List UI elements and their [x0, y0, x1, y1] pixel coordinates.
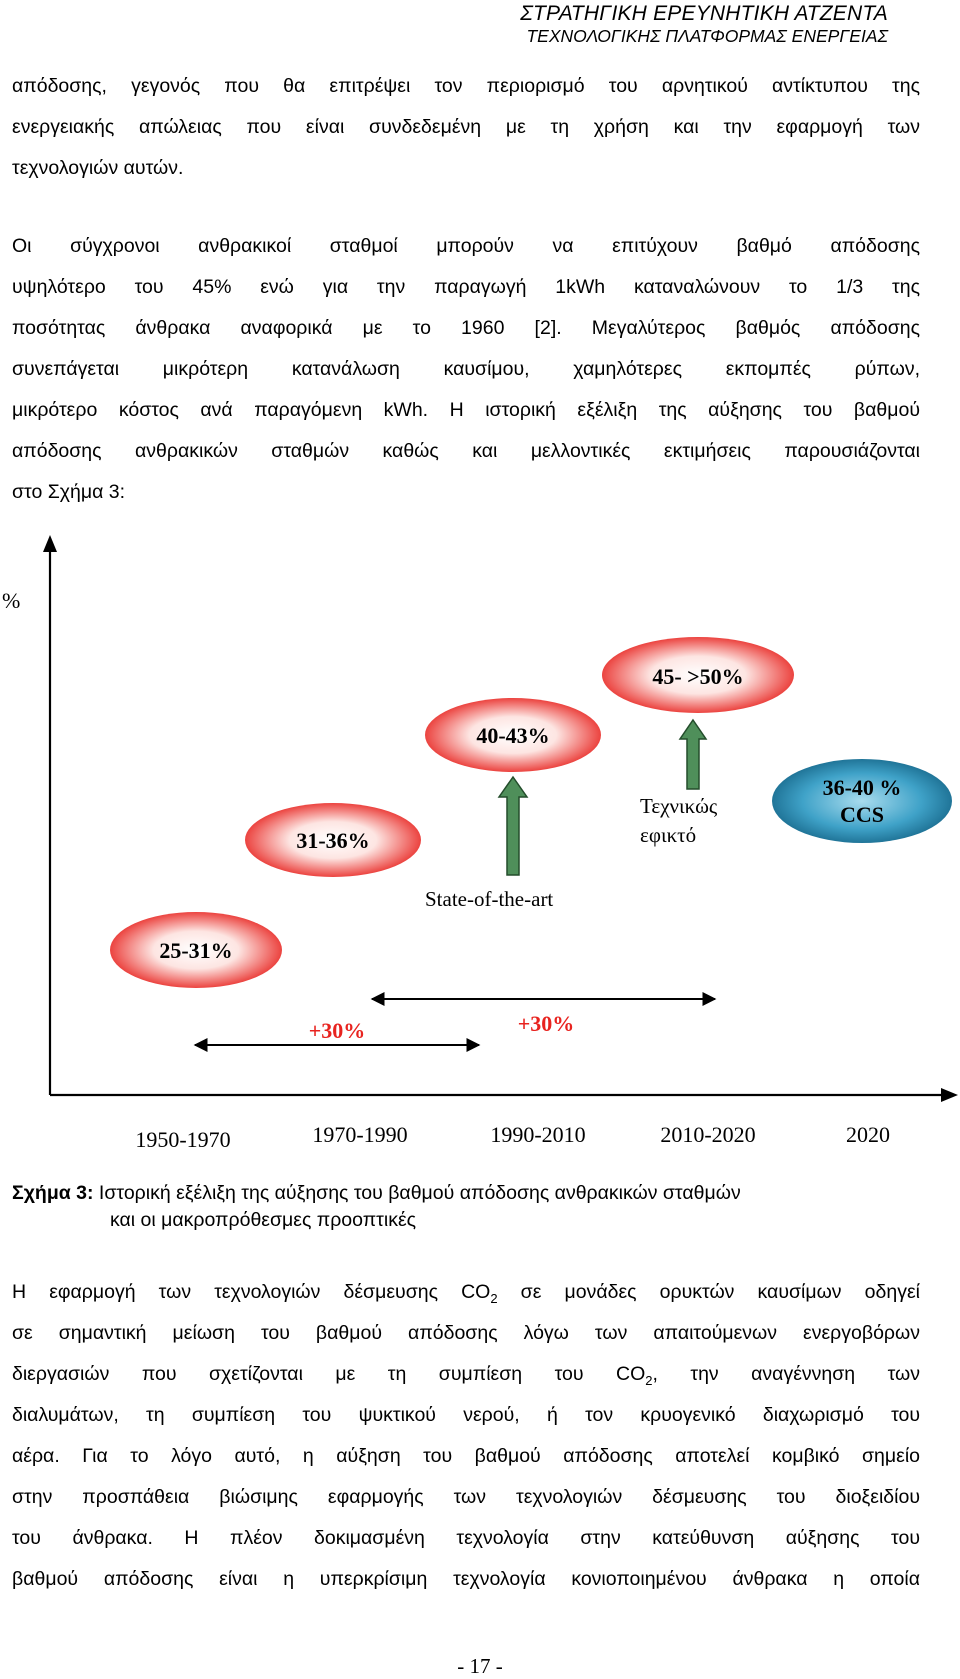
text-fragment: , την αναγέννηση των	[652, 1363, 920, 1385]
bubble-label: 40-43%	[476, 723, 549, 748]
period-label: 1950-1970	[135, 1127, 230, 1152]
text-line: Οι σύγχρονοι ανθρακικοί σταθμοί μπορούν …	[12, 235, 920, 257]
text-line: Η εφαρμογή των τεχνολογιών δέσμευσης CO2…	[12, 1272, 920, 1313]
text-line: διεργασιών που σχετίζονται με τη συμπίεσ…	[12, 1354, 920, 1395]
paragraph-3: Η εφαρμογή των τεχνολογιών δέσμευσης CO2…	[12, 1272, 920, 1600]
period-label: 2010-2020	[660, 1122, 755, 1147]
period-label: 2020	[846, 1122, 890, 1147]
bubble-label: CCS	[840, 802, 884, 827]
text-line: υψηλότερο του 45% ενώ για την παραγωγή 1…	[12, 276, 920, 298]
page-number: - 17 -	[457, 1654, 503, 1678]
text-line: τεχνολογιών αυτών.	[12, 157, 184, 179]
text-fragment: στην προσπάθεια βιώσιμης εφαρμογής των τ…	[12, 1486, 920, 1508]
state-of-the-art-label: State-of-the-art	[425, 887, 553, 911]
efficiency-diagram: % 25-31% 31-36% 40-43% 45- >50% 36-40 % …	[2, 535, 958, 1152]
up-arrow-icon	[678, 718, 708, 790]
text-line: απόδοσης, γεγονός που θα επιτρέψει τον π…	[12, 75, 920, 97]
text-line: στην προσπάθεια βιώσιμης εφαρμογής των τ…	[12, 1477, 920, 1518]
text-fragment: του άνθρακα. Η πλέον δοκιμασμένη τεχνολο…	[12, 1527, 920, 1549]
y-axis-label: %	[2, 588, 20, 613]
text-line: σε σημαντική μείωση του βαθμού απόδοσης …	[12, 1313, 920, 1354]
text-fragment: σε μονάδες ορυκτών καυσίμων οδηγεί	[497, 1281, 920, 1303]
paragraph-2: Οι σύγχρονοι ανθρακικοί σταθμοί μπορούν …	[12, 226, 920, 513]
text-fragment: βαθμού απόδοσης είναι η υπερκρίσιμη τεχν…	[12, 1568, 920, 1590]
period-label: 1970-1990	[312, 1122, 407, 1147]
subscript: 2	[645, 1372, 653, 1388]
gain-label: +30%	[309, 1018, 366, 1043]
bubble-label: 31-36%	[296, 828, 369, 853]
bubble-25-31: 25-31%	[110, 912, 282, 988]
text-line: απόδοσης ανθρακικών σταθμών καθώς και με…	[12, 440, 920, 462]
text-fragment: διαλυμάτων, τη συμπίεση του ψυκτικού νερ…	[12, 1404, 920, 1426]
text-line: διαλυμάτων, τη συμπίεση του ψυκτικού νερ…	[12, 1395, 920, 1436]
header-title: ΣΤΡΑΤΗΓΙΚΗ ΕΡΕΥΝΗΤΙΚΗ ΑΤΖΕΝΤΑ	[520, 2, 888, 25]
header-subtitle: ΤΕΧΝΟΛΟΓΙΚΗΣ ΠΛΑΤΦΟΡΜΑΣ ΕΝΕΡΓΕΙΑΣ	[526, 26, 888, 46]
text-fragment: αέρα. Για το λόγο αυτό, η αύξηση του βαθ…	[12, 1445, 920, 1467]
bubble-45-50: 45- >50%	[602, 637, 794, 713]
up-arrow-icon	[497, 775, 529, 876]
bubble-ccs: 36-40 % CCS	[772, 759, 952, 843]
text-line: συνεπάγεται μικρότερη κατανάλωση καυσίμο…	[12, 358, 920, 380]
text-line: βαθμού απόδοσης είναι η υπερκρίσιμη τεχν…	[12, 1559, 920, 1600]
feasible-label: εφικτό	[640, 823, 696, 847]
caption-text: Ιστορική εξέλιξη της αύξησης του βαθμού …	[93, 1182, 741, 1204]
text-line: ποσότητας άνθρακα αναφορικά με το 1960 […	[12, 317, 920, 339]
gain-label: +30%	[518, 1011, 575, 1036]
text-line: ενεργειακής απώλειας που είναι συνδεδεμέ…	[12, 116, 920, 138]
text-fragment: διεργασιών που σχετίζονται με τη συμπίεσ…	[12, 1363, 646, 1385]
bubble-label: 45- >50%	[652, 664, 743, 689]
bubble-label: 25-31%	[159, 938, 232, 963]
x-axis-arrow-icon	[941, 1088, 958, 1102]
feasible-label: Τεχνικώς	[640, 794, 718, 818]
text-line: αέρα. Για το λόγο αυτό, η αύξηση του βαθ…	[12, 1436, 920, 1477]
text-line: του άνθρακα. Η πλέον δοκιμασμένη τεχνολο…	[12, 1518, 920, 1559]
bubble-31-36: 31-36%	[245, 803, 421, 877]
paragraph-1: απόδοσης, γεγονός που θα επιτρέψει τον π…	[12, 66, 920, 189]
text-fragment: Η εφαρμογή των τεχνολογιών δέσμευσης CO	[12, 1281, 491, 1303]
text-line: στο Σχήμα 3:	[12, 481, 126, 503]
figure-caption: Σχήμα 3: Ιστορική εξέλιξη της αύξησης το…	[12, 1180, 741, 1234]
subscript: 2	[490, 1290, 498, 1306]
caption-text: και οι μακροπρόθεσμες προοπτικές	[110, 1209, 417, 1231]
y-axis-arrow-icon	[43, 535, 57, 552]
period-label: 1990-2010	[490, 1122, 585, 1147]
bubble-40-43: 40-43%	[425, 698, 601, 772]
text-line: μικρότερο κόστος ανά παραγόμενη kWh. Η ι…	[12, 399, 920, 421]
caption-label: Σχήμα 3:	[12, 1182, 94, 1204]
text-fragment: σε σημαντική μείωση του βαθμού απόδοσης …	[12, 1322, 920, 1344]
bubble-label: 36-40 %	[823, 775, 902, 800]
